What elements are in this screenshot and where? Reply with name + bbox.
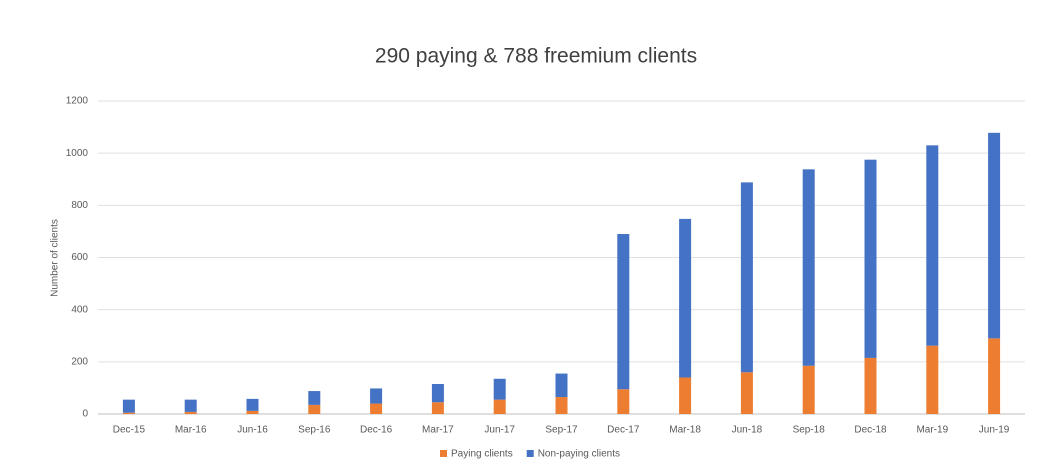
bar-segment — [555, 397, 568, 414]
legend-swatch — [526, 450, 534, 457]
bar-segment — [740, 372, 753, 414]
bar-segment — [370, 388, 383, 404]
bar-segment — [679, 218, 692, 378]
bar-segment — [370, 403, 383, 414]
bar-segment — [184, 411, 197, 414]
bar-segment — [122, 399, 135, 413]
x-tick-label: Jun-18 — [732, 425, 763, 436]
x-tick-label: Dec-15 — [113, 425, 146, 436]
y-tick-label: 200 — [71, 356, 88, 367]
x-tick-label: Jun-17 — [484, 425, 515, 436]
bar-segment — [431, 384, 444, 403]
bar-segment — [926, 345, 939, 414]
x-tick-label: Sep-18 — [793, 425, 826, 436]
bar-segment — [988, 338, 1001, 414]
legend-label: Non-paying clients — [538, 449, 620, 460]
legend-label: Paying clients — [451, 449, 513, 460]
bar-segment — [493, 399, 506, 414]
bar-segment — [926, 145, 939, 346]
bar-segment — [617, 234, 630, 390]
bar-segment — [864, 357, 877, 414]
x-tick-label: Jun-19 — [979, 425, 1010, 436]
bar-segment — [802, 169, 815, 366]
x-tick-label: Dec-16 — [360, 425, 393, 436]
bar-segment — [246, 398, 259, 411]
legend-swatch — [440, 450, 447, 457]
bar-segment — [122, 412, 135, 414]
bar-segment — [431, 402, 444, 414]
x-tick-label: Dec-17 — [607, 425, 640, 436]
bar-segment — [308, 391, 321, 405]
bar-segment — [308, 404, 321, 414]
y-tick-label: 1200 — [66, 96, 89, 107]
bar-segment — [184, 399, 197, 412]
bar-segment — [246, 410, 259, 414]
bar-segment — [493, 378, 506, 400]
x-tick-label: Mar-17 — [422, 425, 454, 436]
bar-segment — [555, 373, 568, 398]
x-tick-label: Sep-17 — [545, 425, 578, 436]
bar-segment — [740, 182, 753, 373]
y-tick-label: 0 — [82, 409, 88, 420]
y-tick-label: 400 — [71, 304, 88, 315]
bar-segment — [679, 377, 692, 414]
x-tick-label: Mar-19 — [916, 425, 948, 436]
bar-segment — [864, 159, 877, 358]
y-tick-label: 600 — [71, 252, 88, 263]
y-tick-label: 800 — [71, 200, 88, 211]
x-tick-label: Mar-18 — [669, 425, 701, 436]
x-tick-label: Jun-16 — [237, 425, 268, 436]
x-tick-label: Mar-16 — [175, 425, 207, 436]
y-tick-label: 1000 — [66, 148, 89, 159]
x-tick-label: Sep-16 — [298, 425, 331, 436]
x-tick-label: Dec-18 — [854, 425, 887, 436]
bar-segment — [988, 132, 1001, 339]
bar-segment — [802, 365, 815, 414]
bar-segment — [617, 389, 630, 414]
y-axis-label: Number of clients — [50, 219, 61, 297]
chart-title: 290 paying & 788 freemium clients — [375, 45, 697, 68]
